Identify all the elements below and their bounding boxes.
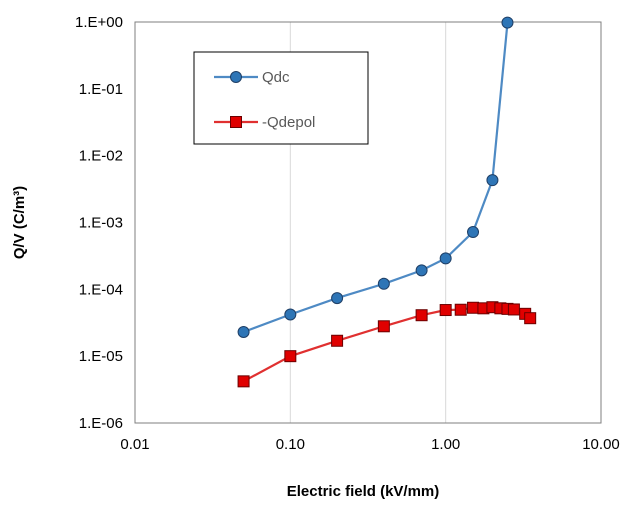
data-point xyxy=(378,321,389,332)
data-point xyxy=(487,175,498,186)
legend-label: -Qdepol xyxy=(262,114,315,131)
data-point xyxy=(285,309,296,320)
data-point xyxy=(502,17,513,28)
y-tick-label: 1.E-05 xyxy=(79,348,123,365)
data-point xyxy=(508,304,519,315)
legend-marker xyxy=(231,72,242,83)
x-tick-label: 0.10 xyxy=(276,436,305,453)
x-tick-label: 10.00 xyxy=(582,436,620,453)
x-tick-label: 0.01 xyxy=(120,436,149,453)
data-point xyxy=(238,376,249,387)
data-point xyxy=(468,227,479,238)
y-tick-label: 1.E-06 xyxy=(79,415,123,432)
data-point xyxy=(468,302,479,313)
y-tick-label: 1.E-01 xyxy=(79,81,123,98)
x-axis-title: Electric field (kV/mm) xyxy=(287,483,440,500)
data-point xyxy=(416,265,427,276)
data-point xyxy=(378,278,389,289)
legend-marker xyxy=(231,117,242,128)
y-tick-label: 1.E-02 xyxy=(79,148,123,165)
data-point xyxy=(440,253,451,264)
legend-label: Qdc xyxy=(262,69,290,86)
data-point xyxy=(332,335,343,346)
data-point xyxy=(238,326,249,337)
y-tick-label: 1.E-04 xyxy=(79,281,123,298)
data-point xyxy=(525,313,536,324)
data-point xyxy=(455,304,466,315)
data-point xyxy=(285,351,296,362)
y-tick-label: 1.E+00 xyxy=(75,14,123,31)
x-tick-label: 1.00 xyxy=(431,436,460,453)
data-point xyxy=(332,293,343,304)
legend: Qdc -Qdepol xyxy=(194,52,368,144)
y-axis-title: Q/V (C/m³) xyxy=(11,186,28,259)
data-point xyxy=(440,305,451,316)
y-tick-label: 1.E-03 xyxy=(79,215,123,232)
data-point xyxy=(416,310,427,321)
